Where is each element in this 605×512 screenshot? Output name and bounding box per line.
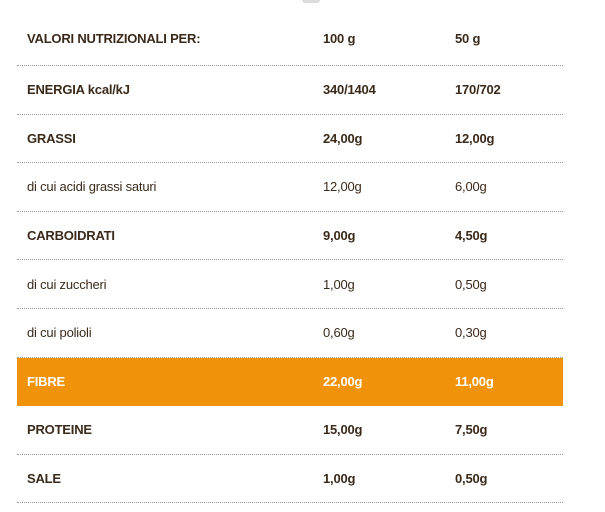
table-row-proteine: PROTEINE 15,00g 7,50g	[17, 406, 563, 455]
table-row-sale: SALE 1,00g 0,50g	[17, 455, 563, 504]
row-value-50g: 0,50g	[455, 276, 487, 292]
row-value-100g: 15,00g	[323, 422, 363, 438]
row-value-100g: 1,00g	[323, 276, 355, 292]
row-value-50g: 4,50g	[455, 228, 488, 244]
row-value-50g: 170/702	[455, 82, 501, 98]
row-label: GRASSI	[27, 130, 76, 146]
table-row-energia: ENERGIA kcal/kJ 340/1404 170/702	[17, 66, 563, 115]
header-col-50g: 50 g	[455, 31, 481, 46]
table-row-fibre: FIBRE 22,00g 11,00g	[17, 357, 563, 407]
row-label: di cui polioli	[27, 325, 92, 341]
table-row-carboidrati: CARBOIDRATI 9,00g 4,50g	[17, 212, 563, 261]
row-label: CARBOIDRATI	[27, 228, 115, 244]
row-value-50g: 0,50g	[455, 471, 488, 487]
row-value-100g: 1,00g	[323, 471, 356, 487]
row-label: PROTEINE	[27, 422, 92, 438]
top-decoration	[302, 0, 320, 3]
row-label: FIBRE	[27, 374, 66, 390]
row-value-50g: 0,30g	[455, 325, 487, 341]
header-col-100g: 100 g	[323, 31, 356, 46]
table-header-row: VALORI NUTRIZIONALI PER: 100 g 50 g	[17, 12, 563, 66]
row-value-50g: 11,00g	[455, 374, 494, 390]
row-label: SALE	[27, 471, 61, 487]
nutrition-table: VALORI NUTRIZIONALI PER: 100 g 50 g ENER…	[17, 12, 563, 504]
table-row-zuccheri: di cui zuccheri 1,00g 0,50g	[17, 260, 563, 309]
row-label: ENERGIA kcal/kJ	[27, 82, 130, 98]
row-value-100g: 0,60g	[323, 325, 355, 341]
row-value-100g: 12,00g	[323, 179, 362, 195]
row-value-100g: 340/1404	[323, 82, 376, 98]
row-value-100g: 24,00g	[323, 130, 363, 146]
row-label: di cui zuccheri	[27, 276, 107, 292]
row-label: di cui acidi grassi saturi	[27, 179, 157, 195]
table-row-polioli: di cui polioli 0,60g 0,30g	[17, 309, 563, 358]
table-row-grassi-saturi: di cui acidi grassi saturi 12,00g 6,00g	[17, 163, 563, 212]
header-label: VALORI NUTRIZIONALI PER:	[27, 31, 201, 46]
row-value-50g: 6,00g	[455, 179, 487, 195]
row-value-50g: 12,00g	[455, 130, 495, 146]
row-value-100g: 9,00g	[323, 228, 356, 244]
table-row-grassi: GRASSI 24,00g 12,00g	[17, 115, 563, 164]
row-value-50g: 7,50g	[455, 422, 488, 438]
row-value-100g: 22,00g	[323, 374, 363, 390]
